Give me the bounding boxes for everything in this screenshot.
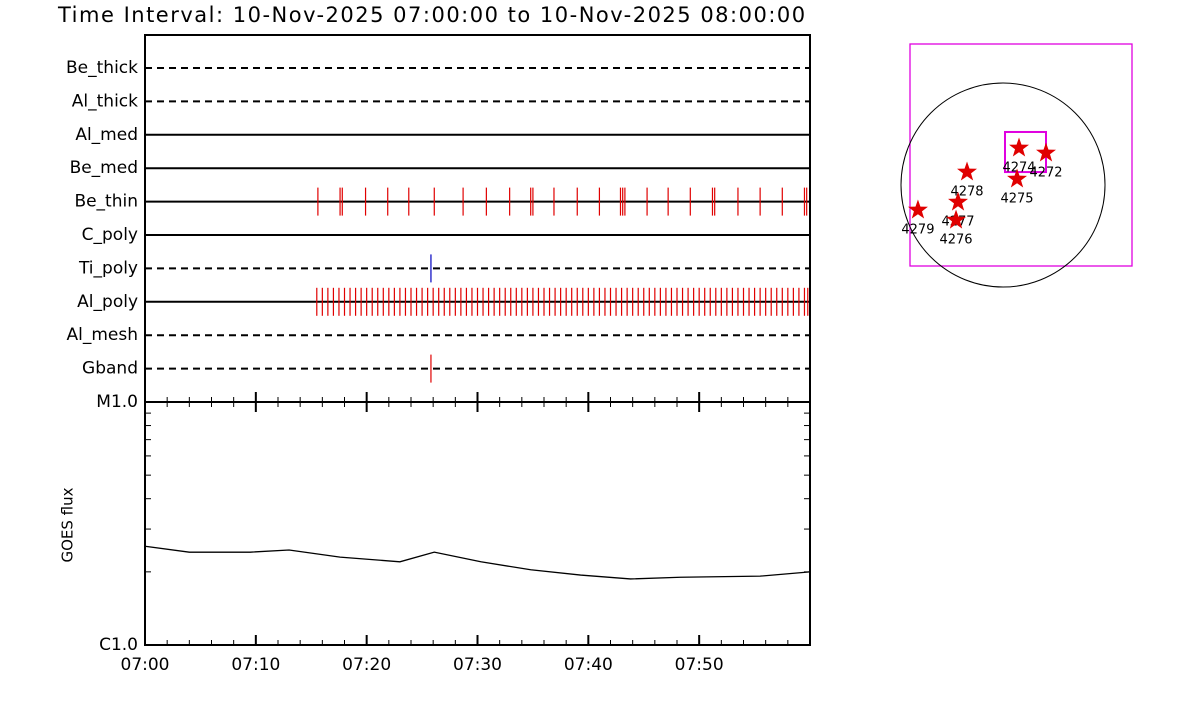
row-label: Al_poly bbox=[77, 292, 138, 312]
timeline-frame bbox=[144, 34, 811, 403]
region-marker bbox=[957, 161, 978, 181]
row-label: Al_mesh bbox=[66, 325, 138, 345]
x-tick-label: 07:00 bbox=[121, 655, 170, 675]
x-tick-label: 07:20 bbox=[342, 655, 391, 675]
y-axis-label: GOES flux bbox=[59, 487, 77, 562]
region-label: 4276 bbox=[939, 233, 972, 248]
region-marker bbox=[1007, 168, 1028, 188]
row-label: Be_thick bbox=[66, 58, 138, 78]
goes-frame bbox=[144, 401, 811, 646]
x-tick-label: 07:10 bbox=[231, 655, 280, 675]
x-tick-label: 07:50 bbox=[675, 655, 724, 675]
region-marker bbox=[907, 199, 928, 219]
map-frame bbox=[909, 43, 1133, 267]
region-marker bbox=[948, 191, 969, 211]
region-label: 4279 bbox=[901, 223, 934, 238]
x-tick-label: 07:30 bbox=[453, 655, 502, 675]
x-tick-label: 07:40 bbox=[564, 655, 613, 675]
row-label: Be_med bbox=[70, 158, 138, 178]
region-label: 4274 bbox=[1002, 160, 1035, 175]
y-tick-label: M1.0 bbox=[96, 392, 138, 412]
chart-title: Time Interval: 10-Nov-2025 07:00:00 to 1… bbox=[57, 3, 807, 27]
y-tick-label: C1.0 bbox=[99, 635, 138, 655]
region-label: 4278 bbox=[950, 185, 983, 200]
row-label: Be_thin bbox=[74, 192, 138, 212]
region-label: 4275 bbox=[1000, 192, 1033, 207]
row-label: Al_thick bbox=[72, 91, 138, 111]
goes-line bbox=[144, 545, 811, 580]
region-label: 4272 bbox=[1029, 166, 1062, 181]
region-marker bbox=[946, 209, 967, 229]
row-label: C_poly bbox=[82, 225, 138, 245]
row-label: Gband bbox=[82, 359, 138, 379]
row-label: Ti_poly bbox=[78, 258, 138, 278]
solar-disk bbox=[900, 82, 1106, 288]
region-marker bbox=[1036, 142, 1056, 162]
row-label: Al_med bbox=[75, 125, 138, 145]
region-marker bbox=[1009, 137, 1029, 157]
